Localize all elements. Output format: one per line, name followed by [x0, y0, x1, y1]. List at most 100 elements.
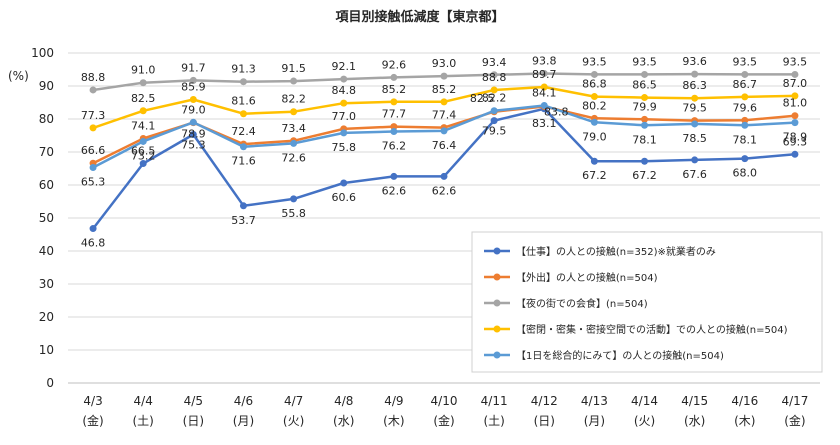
- series-4-point: [490, 107, 498, 115]
- series-0-point: [139, 160, 147, 168]
- y-tick-label: 40: [39, 244, 54, 258]
- series-lines: [89, 69, 799, 233]
- series-2-point: [139, 79, 147, 87]
- data-label: 78.9: [783, 131, 808, 144]
- series-2-point: [540, 69, 548, 77]
- series-0-point: [791, 150, 799, 158]
- data-label: 73.2: [131, 149, 156, 162]
- data-label: 93.0: [432, 57, 457, 70]
- series-4-point: [691, 120, 699, 128]
- x-axis-ticks: 4/3 (金) 4/4 (土) 4/5 (日) 4/6 (月) 4/7 (火) 4/8 (水) 4/9 (…: [82, 394, 808, 428]
- x-tick-day: (木): [734, 414, 755, 428]
- series-3-point: [641, 94, 649, 102]
- series-1-point: [791, 112, 799, 120]
- data-label: 78.1: [632, 133, 657, 146]
- data-label: 73.4: [281, 122, 306, 135]
- legend-box: [471, 231, 823, 373]
- data-label: 88.8: [482, 71, 507, 84]
- x-tick-date: 4/8: [334, 394, 353, 408]
- legend: 【仕事】の人との接触(n=352)※就業者のみ【外出】の人との接触(n=504)…: [471, 231, 823, 373]
- y-tick-label: 10: [39, 343, 54, 357]
- x-tick-date: 4/17: [781, 394, 808, 408]
- series-4-point: [340, 129, 348, 137]
- legend-label: 【仕事】の人との接触(n=352)※就業者のみ: [516, 245, 716, 258]
- series-1-point: [741, 116, 749, 124]
- data-label: 46.8: [81, 237, 106, 250]
- series-2-point: [691, 70, 699, 78]
- series-3-point: [290, 108, 298, 116]
- series-4-point: [290, 139, 298, 147]
- x-tick-day: (日): [534, 414, 555, 428]
- data-label: 89.7: [532, 68, 557, 81]
- data-label: 81.6: [231, 95, 256, 108]
- data-label: 91.7: [181, 61, 206, 74]
- x-tick-date: 4/10: [431, 394, 458, 408]
- data-label: 82.5: [131, 92, 156, 105]
- data-label: 93.6: [682, 55, 707, 68]
- data-label: 91.0: [131, 64, 156, 77]
- series-0-point: [691, 156, 699, 164]
- x-tick-day: (火): [283, 414, 304, 428]
- series-4-point: [590, 118, 598, 126]
- data-label: 65.3: [81, 176, 106, 189]
- legend-label: 【外出】の人との接触(n=504): [516, 271, 658, 284]
- y-tick-label: 60: [39, 178, 54, 192]
- x-tick-day: (水): [333, 414, 354, 428]
- series-3-point: [189, 96, 197, 104]
- x-tick-day: (木): [383, 414, 404, 428]
- x-tick-date: 4/9: [384, 394, 403, 408]
- series-4-point: [390, 128, 398, 136]
- series-0-point: [340, 179, 348, 187]
- data-label: 79.9: [632, 100, 657, 113]
- series-1-point: [390, 123, 398, 131]
- data-label: 77.7: [382, 108, 407, 121]
- data-label: 84.1: [532, 86, 557, 99]
- data-label: 77.0: [331, 110, 356, 123]
- y-tick-label: 100: [31, 46, 54, 60]
- series-3-point: [340, 99, 348, 107]
- data-label: 78.1: [733, 133, 758, 146]
- series-2-point: [340, 75, 348, 83]
- series-4-point: [741, 121, 749, 129]
- series-2-point: [89, 86, 97, 94]
- series-4-point: [189, 118, 197, 126]
- series-0-point: [89, 225, 97, 233]
- data-label: 77.3: [81, 109, 106, 122]
- y-tick-label: 30: [39, 277, 54, 291]
- data-label: 93.5: [783, 55, 808, 68]
- x-tick-date: 4/16: [731, 394, 758, 408]
- data-label: 91.3: [231, 63, 256, 76]
- data-label: 79.0: [181, 103, 206, 116]
- data-label: 85.2: [432, 83, 457, 96]
- data-label: 80.2: [582, 99, 607, 112]
- y-axis-label: (%): [8, 69, 29, 83]
- data-label: 72.4: [231, 125, 256, 138]
- y-tick-label: 70: [39, 145, 54, 159]
- series-3-point: [590, 93, 598, 101]
- series-2-point: [490, 71, 498, 79]
- y-tick-label: 20: [39, 310, 54, 324]
- series-1-point: [641, 115, 649, 123]
- x-tick-date: 4/11: [481, 394, 508, 408]
- x-tick-day: (金): [82, 413, 103, 428]
- data-label: 77.4: [432, 109, 457, 122]
- data-label: 79.0: [582, 130, 607, 143]
- x-tick-day: (日): [183, 414, 204, 428]
- x-tick-day: (金): [784, 413, 805, 428]
- data-label: 78.5: [682, 132, 707, 145]
- data-label: 82.2: [482, 92, 507, 105]
- y-tick-label: 0: [46, 376, 54, 390]
- data-label: 93.4: [482, 56, 507, 69]
- series-3-point: [139, 107, 147, 115]
- series-2-point: [741, 70, 749, 78]
- data-label: 91.5: [281, 62, 306, 75]
- chart-title: 項目別接触低減度【東京都】: [335, 9, 504, 25]
- data-label: 83.1: [532, 117, 557, 130]
- legend-swatch-marker: [493, 247, 501, 255]
- legend-swatch-marker: [493, 351, 501, 359]
- series-3-point: [390, 98, 398, 106]
- series-3-point: [490, 86, 498, 94]
- data-label: 87.0: [783, 77, 808, 90]
- series-0-point: [641, 157, 649, 165]
